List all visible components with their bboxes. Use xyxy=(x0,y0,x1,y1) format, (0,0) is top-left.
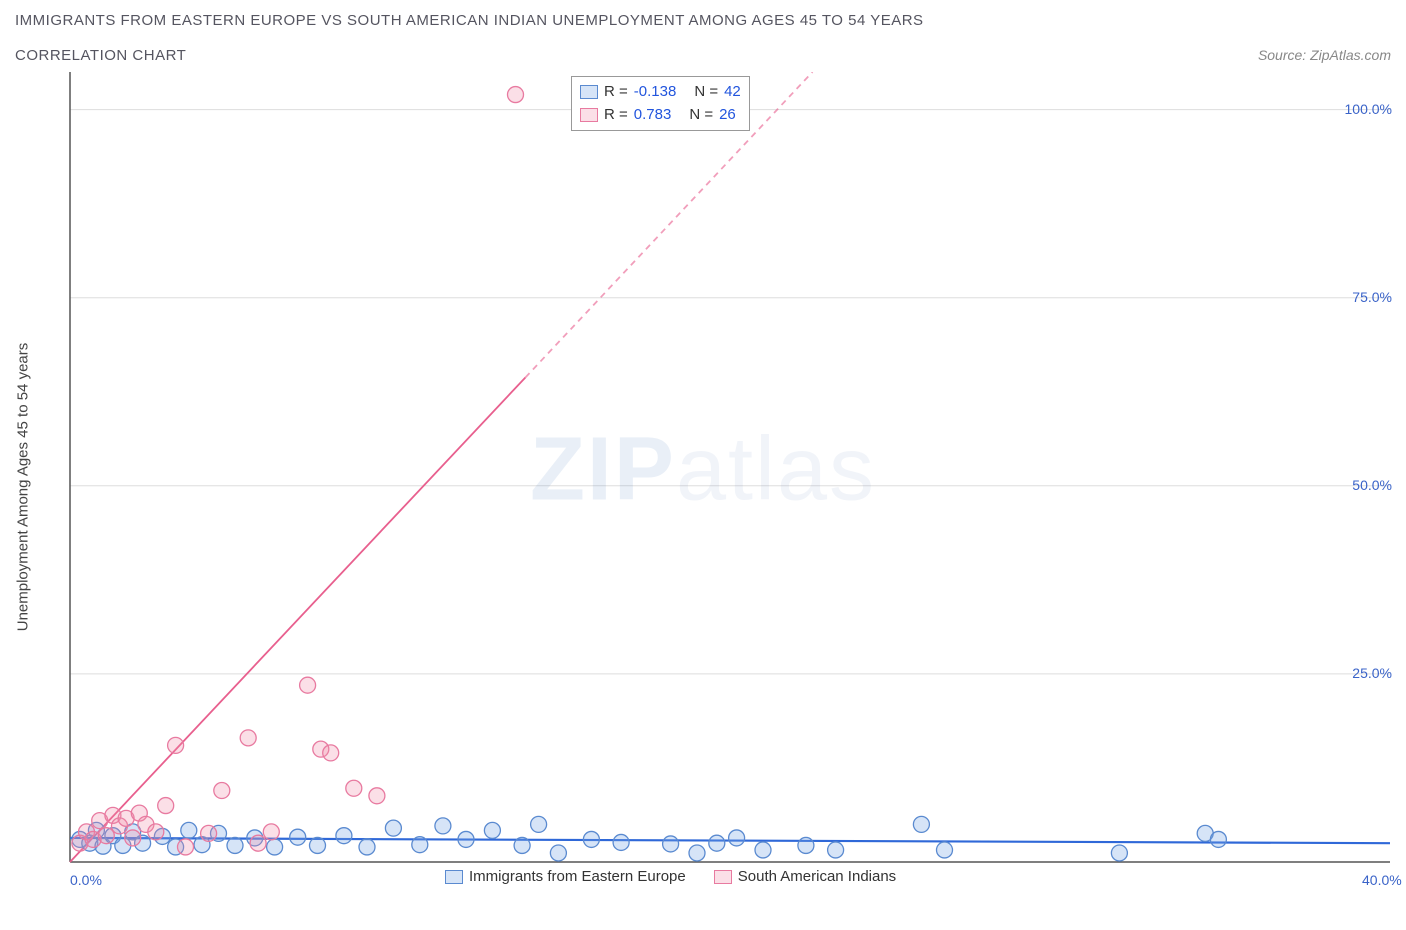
stat-r-label: R = xyxy=(604,104,628,127)
stat-r-label: R = xyxy=(604,81,628,104)
legend-label: Immigrants from Eastern Europe xyxy=(469,868,686,885)
y-tick-label: 100.0% xyxy=(1345,101,1392,117)
stat-r-value: -0.138 xyxy=(634,81,677,104)
chart-container: Unemployment Among Ages 45 to 54 years Z… xyxy=(15,72,1391,902)
correlation-stats-box: R = -0.138 N = 42 R = 0.783 N = 26 xyxy=(571,76,750,131)
chart-subtitle: CORRELATION CHART xyxy=(15,47,186,64)
y-axis-label: Unemployment Among Ages 45 to 54 years xyxy=(15,343,32,632)
series-legend: Immigrants from Eastern Europe South Amer… xyxy=(445,868,896,885)
y-tick-label: 75.0% xyxy=(1352,289,1392,305)
scatter-chart xyxy=(15,72,1391,902)
legend-item-blue: Immigrants from Eastern Europe xyxy=(445,868,686,885)
chart-title: IMMIGRANTS FROM EASTERN EUROPE VS SOUTH … xyxy=(15,12,1391,29)
legend-label: South American Indians xyxy=(738,868,896,885)
legend-swatch xyxy=(580,85,598,99)
stat-n-value: 26 xyxy=(719,104,736,127)
y-tick-label: 50.0% xyxy=(1352,477,1392,493)
legend-swatch xyxy=(714,870,732,884)
stat-n-label: N = xyxy=(689,104,713,127)
stat-r-value: 0.783 xyxy=(634,104,672,127)
legend-item-pink: South American Indians xyxy=(714,868,896,885)
legend-swatch xyxy=(580,108,598,122)
stat-n-value: 42 xyxy=(724,81,741,104)
legend-swatch xyxy=(445,870,463,884)
stats-row-blue: R = -0.138 N = 42 xyxy=(580,81,741,104)
x-tick-label: 40.0% xyxy=(1362,872,1402,888)
x-tick-label: 0.0% xyxy=(70,872,102,888)
source-attribution: Source: ZipAtlas.com xyxy=(1258,47,1391,63)
stat-n-label: N = xyxy=(694,81,718,104)
stats-row-pink: R = 0.783 N = 26 xyxy=(580,104,741,127)
y-tick-label: 25.0% xyxy=(1352,665,1392,681)
subtitle-row: CORRELATION CHART Source: ZipAtlas.com xyxy=(15,47,1391,64)
